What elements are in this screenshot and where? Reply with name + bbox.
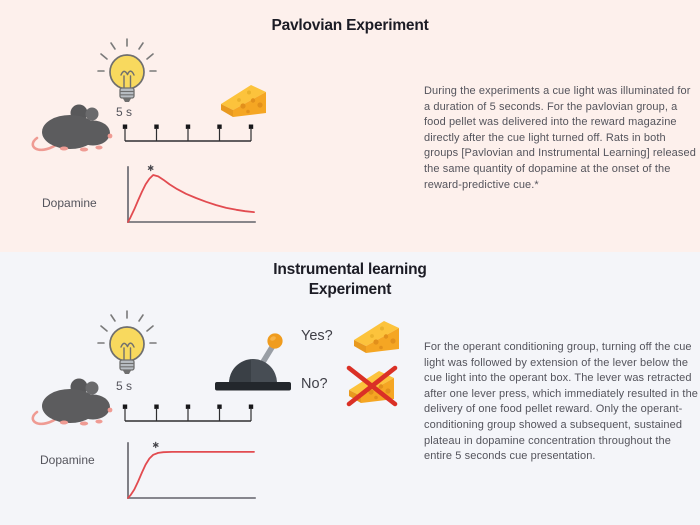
dopamine-curve (127, 451, 255, 499)
peak-asterisk-marker (147, 164, 154, 172)
instrumental-title-line2: Experiment (308, 281, 392, 298)
cheese-reward-icon (354, 321, 399, 353)
mouse-icon (31, 104, 113, 152)
dopamine-axis-label: Dopamine (42, 196, 97, 210)
instrumental-title-line1: Instrumental learning (273, 261, 427, 278)
dopamine-curve (127, 174, 255, 223)
cue-duration-label: 5 s (116, 105, 133, 119)
lever-icon (215, 333, 291, 391)
cue-timeline (122, 124, 254, 142)
pavlovian-panel: Pavlovian Experiment (0, 0, 700, 252)
peak-asterisk-marker (152, 441, 159, 449)
pavlovian-description: During the experiments a cue light was i… (424, 85, 696, 191)
instrumental-title: Instrumental learning Experiment (0, 260, 700, 300)
cheese-reward-icon (221, 85, 266, 117)
instrumental-description: For the operant conditioning group, turn… (424, 341, 699, 463)
cue-timeline (122, 404, 254, 422)
mouse-icon (31, 378, 113, 426)
no-reward-crossed-cheese-icon (346, 365, 398, 407)
dopamine-axis-label: Dopamine (40, 453, 95, 467)
pavlovian-title: Pavlovian Experiment (271, 17, 429, 34)
pavlovian-dopamine-graph (127, 164, 256, 223)
cue-light-bulb-icon (97, 310, 157, 374)
no-outcome-label: No? (301, 376, 328, 392)
instrumental-dopamine-graph (127, 441, 256, 499)
yes-outcome-label: Yes? (301, 328, 333, 344)
instrumental-panel: Instrumental learning Experiment (0, 252, 700, 525)
cue-duration-label: 5 s (116, 379, 133, 393)
cue-light-bulb-icon (97, 38, 157, 102)
red-cross-icon (346, 365, 398, 407)
